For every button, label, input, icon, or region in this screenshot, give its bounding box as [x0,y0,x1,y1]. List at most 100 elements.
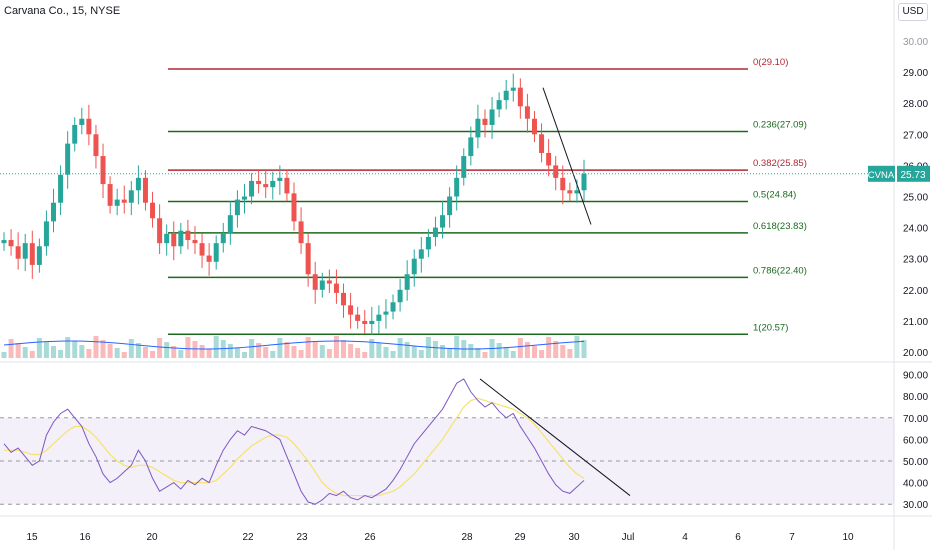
time-tick-label: 30 [568,532,580,543]
candle-body [22,243,28,259]
candle-body [539,134,545,153]
rsi-tick-label: 50.00 [903,457,928,468]
candle-body [43,221,49,247]
time-tick-label: 10 [842,532,854,543]
volume-bar [574,336,580,358]
candle-body [29,243,35,265]
fib-level-label: 0.618(23.83) [753,221,807,232]
time-tick-label: 28 [461,532,473,543]
volume-bar [333,336,339,358]
volume-bar [284,342,290,358]
candle-body [475,118,481,138]
volume-bar [291,346,297,358]
candle-body [178,230,184,247]
candle-body [418,249,424,259]
rsi-tick-label: 30.00 [903,500,928,511]
rsi-tick-label: 70.00 [903,414,928,425]
volume-bar [86,349,92,358]
volume-bar [341,340,347,358]
volume-bar [524,342,530,358]
volume-bar [326,349,332,358]
volume-bar [249,339,255,358]
volume-bar [234,348,240,358]
volume-bar [79,345,85,358]
time-tick-label: 26 [364,532,376,543]
rsi-tick-label: 80.00 [903,392,928,403]
fib-level-label: 1(20.57) [753,322,788,333]
candle-body [461,156,467,178]
volume-bar [503,347,509,358]
candle-body [15,246,21,259]
candle-body [86,118,92,135]
price-trendline [542,87,592,225]
time-tick-label: 15 [26,532,38,543]
candle-body [256,180,262,185]
candle-body [369,320,375,325]
candle-body [107,184,113,206]
candle-body [341,292,347,306]
candle-body [1,240,7,244]
candle-body [376,314,382,321]
chart-title: Carvana Co., 15, NYSE [4,5,121,17]
fib-level-label: 0.5(24.84) [753,189,796,200]
candle-body [185,230,191,241]
candle-body [348,305,354,315]
candle-body [404,274,410,290]
volume-bar [319,345,325,358]
candle-body [574,190,580,194]
candle-body [425,236,431,250]
volume-bar [312,341,318,358]
candle-body [72,124,78,144]
price-tick-label: 29.00 [903,68,928,79]
candle-body [496,100,502,110]
candle-body [263,184,269,188]
candle-body [305,243,311,275]
volume-bar [546,337,552,358]
volume-bar [418,350,424,358]
candle-body [121,199,127,203]
volume-bar [496,343,502,358]
volume-bar [517,338,523,358]
fib-level-label: 0.236(27.09) [753,120,807,131]
candle-body [489,109,495,125]
volume-bar [376,343,382,358]
currency-button[interactable]: USD [898,3,928,21]
volume-bar [51,346,57,358]
fib-level-label: 0.382(25.85) [753,158,807,169]
volume-bar [114,348,120,358]
candle-body [581,173,587,191]
volume-bar [277,338,283,358]
candle-body [560,177,566,191]
candle-body [249,180,255,197]
candle-body [553,165,559,178]
volume-bar [100,340,106,358]
time-tick-label: 22 [242,532,254,543]
volume-bar [468,344,474,358]
volume-bar [192,341,198,358]
candle-body [517,87,523,107]
volume-bar [185,337,191,358]
volume-bar [107,344,113,358]
fib-level-label: 0.786(22.40) [753,265,807,276]
candle-body [510,87,516,91]
volume-bar [355,348,361,358]
price-tick-label: 23.00 [903,255,928,266]
candle-body [128,190,134,203]
volume-bar [263,347,269,358]
candle-body [171,233,177,247]
volume-bar [8,339,14,358]
volume-bar [553,341,559,358]
candle-body [227,215,233,234]
volume-bar [93,336,99,358]
volume-bar [36,338,42,358]
candle-body [298,221,304,244]
volume-bar [482,352,488,358]
candle-body [432,227,438,237]
candle-body [93,134,99,157]
volume-bar [142,347,148,358]
volume-bar [539,350,545,358]
candle-body [241,196,247,200]
candle-body [326,280,332,284]
candle-body [199,243,205,256]
